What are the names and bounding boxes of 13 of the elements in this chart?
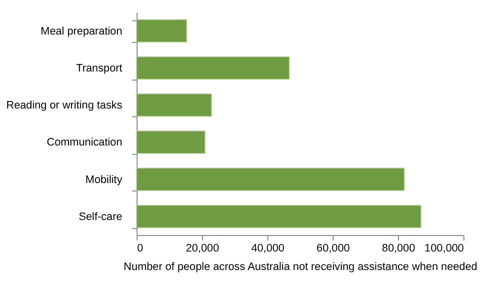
x-axis-title: Number of people across Australia not receiving assistance when needed — [124, 261, 478, 274]
x-tick-label: 20,000 — [186, 242, 220, 254]
x-tick-label: 0 — [137, 242, 144, 254]
y-tick-label: Communication — [46, 136, 122, 149]
y-tick-label: Mobility — [85, 174, 123, 186]
y-tick-label: Reading or writing tasks — [6, 100, 123, 112]
y-tick-label: Transport — [76, 62, 122, 74]
x-tick-label: 80,000 — [382, 242, 416, 254]
y-tick-label: Self-care — [78, 210, 122, 223]
x-tick-label: 100,000 — [424, 242, 464, 254]
x-tick-label: 40,000 — [251, 242, 284, 254]
y-tick-label: Meal preparation — [40, 25, 122, 38]
x-tick-label: 60,000 — [316, 242, 350, 254]
